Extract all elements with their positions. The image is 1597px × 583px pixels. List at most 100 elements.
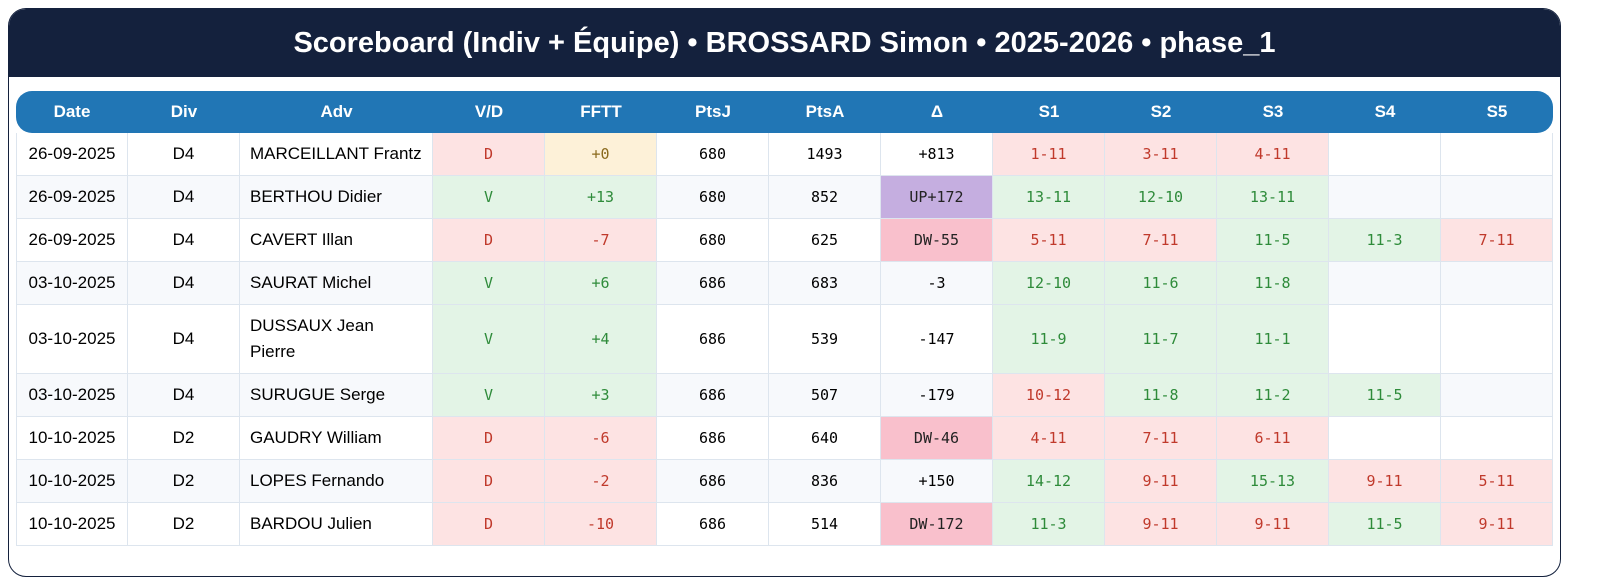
empty-cell (1441, 374, 1553, 417)
cell: 10-10-2025 (16, 503, 128, 546)
row: 26-09-2025 D4 MARCEILLANT Frantz D +0 680 1493… (16, 133, 1553, 176)
cell: +4 (545, 305, 657, 374)
cell: D (433, 460, 545, 503)
cell: 11-8 (1217, 262, 1329, 305)
cell: V (433, 305, 545, 374)
cell: 11-5 (1217, 219, 1329, 262)
cell: 680 (657, 176, 769, 219)
row: 10-10-2025 D2 GAUDRY William D -6 686 640 DW-46… (16, 417, 1553, 460)
row: 10-10-2025 D2 BARDOU Julien D -10 686 514 DW-17… (16, 503, 1553, 546)
cell: D4 (128, 374, 240, 417)
cell: -179 (881, 374, 993, 417)
cell: 507 (769, 374, 881, 417)
cell: 9-11 (1441, 503, 1553, 546)
cell: D2 (128, 503, 240, 546)
cell: D (433, 133, 545, 176)
cell: +813 (881, 133, 993, 176)
column-header: S2 (1105, 91, 1217, 133)
cell: LOPES Fernando (240, 460, 433, 503)
cell: 9-11 (1105, 460, 1217, 503)
cell: 7-11 (1105, 219, 1217, 262)
cell: 640 (769, 417, 881, 460)
cell: 13-11 (1217, 176, 1329, 219)
cell: D2 (128, 417, 240, 460)
cell: 7-11 (1441, 219, 1553, 262)
cell: 686 (657, 374, 769, 417)
cell: V (433, 176, 545, 219)
cell: D4 (128, 305, 240, 374)
column-header: S4 (1329, 91, 1441, 133)
cell: 7-11 (1105, 417, 1217, 460)
cell: UP+172 (881, 176, 993, 219)
cell: 10-10-2025 (16, 417, 128, 460)
column-header: FFTT (545, 91, 657, 133)
cell: 15-13 (1217, 460, 1329, 503)
cell: 14-12 (993, 460, 1105, 503)
row: 03-10-2025 D4 DUSSAUX Jean Pierre V +4 686 539… (16, 305, 1553, 374)
empty-cell (1329, 262, 1441, 305)
cell: SURUGUE Serge (240, 374, 433, 417)
cell: SAURAT Michel (240, 262, 433, 305)
cell: 11-8 (1105, 374, 1217, 417)
empty-cell (1441, 176, 1553, 219)
cell: CAVERT Illan (240, 219, 433, 262)
cell: 686 (657, 503, 769, 546)
cell: 686 (657, 305, 769, 374)
cell: 9-11 (1217, 503, 1329, 546)
cell: D4 (128, 262, 240, 305)
column-header: PtsA (769, 91, 881, 133)
cell: 539 (769, 305, 881, 374)
cell: 11-1 (1217, 305, 1329, 374)
cell: 5-11 (1441, 460, 1553, 503)
cell: 1-11 (993, 133, 1105, 176)
cell: 5-11 (993, 219, 1105, 262)
cell: -6 (545, 417, 657, 460)
cell: 4-11 (1217, 133, 1329, 176)
cell: D2 (128, 460, 240, 503)
column-header: V/D (433, 91, 545, 133)
cell: 3-11 (1105, 133, 1217, 176)
cell: D (433, 417, 545, 460)
cell: 686 (657, 460, 769, 503)
empty-cell (1441, 417, 1553, 460)
cell: DUSSAUX Jean Pierre (240, 305, 433, 374)
cell: DW-46 (881, 417, 993, 460)
cell: 11-5 (1329, 374, 1441, 417)
cell: -7 (545, 219, 657, 262)
cell: 680 (657, 133, 769, 176)
cell: GAUDRY William (240, 417, 433, 460)
cell: DW-55 (881, 219, 993, 262)
title: Scoreboard (Indiv + Équipe) • BROSSARD S… (9, 9, 1560, 77)
cell: 03-10-2025 (16, 305, 128, 374)
cell: 686 (657, 262, 769, 305)
cell: BARDOU Julien (240, 503, 433, 546)
score-table: Date Div Adv V/D FFTT PtsJ PtsA Δ S1 S2 S3 S4 S5 26-… (16, 91, 1553, 546)
cell: -10 (545, 503, 657, 546)
column-header: Δ (881, 91, 993, 133)
cell: D4 (128, 219, 240, 262)
row: 03-10-2025 D4 SAURAT Michel V +6 686 683 -3 12-1… (16, 262, 1553, 305)
cell: 10-10-2025 (16, 460, 128, 503)
cell: 26-09-2025 (16, 219, 128, 262)
empty-cell (1441, 262, 1553, 305)
row: 03-10-2025 D4 SURUGUE Serge V +3 686 507 -179 10… (16, 374, 1553, 417)
column-header: Adv (240, 91, 433, 133)
header-row: Date Div Adv V/D FFTT PtsJ PtsA Δ S1 S2 S3 S4 S5 (16, 91, 1553, 133)
cell: +13 (545, 176, 657, 219)
cell: 852 (769, 176, 881, 219)
cell: 13-11 (993, 176, 1105, 219)
cell: 625 (769, 219, 881, 262)
cell: 514 (769, 503, 881, 546)
cell: 6-11 (1217, 417, 1329, 460)
column-header: Div (128, 91, 240, 133)
cell: D4 (128, 176, 240, 219)
row: 26-09-2025 D4 CAVERT Illan D -7 680 625 DW-55 5-… (16, 219, 1553, 262)
cell: D (433, 503, 545, 546)
empty-cell (1441, 133, 1553, 176)
row: 10-10-2025 D2 LOPES Fernando D -2 686 836 +150 1… (16, 460, 1553, 503)
empty-cell (1329, 176, 1441, 219)
empty-cell (1329, 417, 1441, 460)
cell: 1493 (769, 133, 881, 176)
cell: 4-11 (993, 417, 1105, 460)
cell: D (433, 219, 545, 262)
